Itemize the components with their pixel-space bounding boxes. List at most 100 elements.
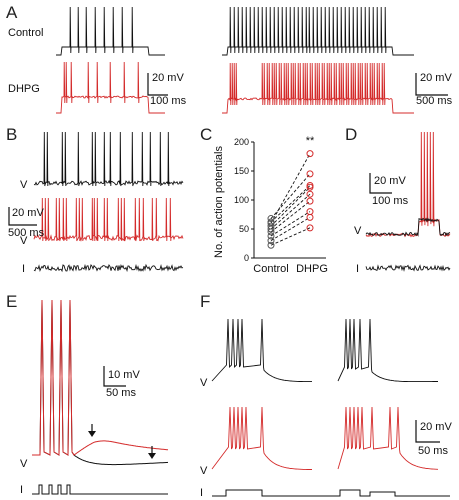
trace-e-control-line [32,299,169,466]
trace-f-dhpg-1 [211,406,312,470]
trace-f-dhpg-2 [337,406,438,470]
trace-e-dhpg-line [32,299,169,456]
arrow-e-1 [88,424,96,437]
chart-c-point-control [267,232,275,240]
chart-c-point-dhpg [306,208,314,216]
scalebar-e: 10 mV 50 ms [103,366,140,399]
scalebar-f-mv: 20 mV [420,421,452,433]
trace-e-current [32,484,168,495]
v-label-f-1: V [200,377,208,389]
scalebar-f-ms: 50 ms [418,445,448,457]
chart-c-pair-line [270,227,311,246]
arrow-e-2 [148,446,156,459]
chart-c-point-dhpg [306,224,314,232]
v-label-d: V [354,225,362,237]
trace-b-current-line [33,263,184,273]
trace-b-control [33,131,184,187]
chart-c-axis [253,142,326,259]
chart-c-point-control [267,237,275,245]
trace-d [365,131,451,238]
trace-d-control-line [365,217,451,237]
chart-c-pair-line [270,217,311,241]
scalebar-e-ms: 50 ms [106,387,136,399]
trace-b-current [33,263,184,273]
scalebar-e-mv: 10 mV [108,369,140,381]
chart-c-ytick-label: 0 [244,253,249,263]
trace-a-left-control [56,6,165,56]
chart-c-pair-line [270,211,311,237]
scalebar-a-right-mv: 20 mV [420,72,452,84]
v-label-e: V [20,458,28,470]
chart-c-xtick-control: Control [253,263,288,275]
i-label-f: I [200,487,203,499]
chart-c-lines [270,153,311,246]
chart-c-ylabel: No. of action potentials [213,146,225,258]
trace-a-right-control-line [222,6,414,56]
scalebar-a-right-ms: 500 ms [416,95,453,107]
scalebar-a-left-mv: 20 mV [152,72,184,84]
chart-c-point-dhpg [306,190,314,198]
scalebar-b-mv: 20 mV [12,207,44,219]
v-label-f-2: V [200,465,208,477]
chart-c-significance: ** [306,135,315,147]
chart-c-ticks: 0 50 100 150 200 [234,137,254,263]
control-label: Control [8,27,43,39]
trace-a-right-control [222,6,414,56]
i-label-e: I [20,484,23,496]
chart-c-point-control [267,241,275,249]
trace-b-dhpg [33,197,184,242]
trace-e [32,299,169,466]
trace-a-left-dhpg-line [56,61,165,114]
trace-a-left-dhpg [56,61,165,114]
trace-d-current-line [365,264,451,272]
chart-c-point-dhpg [306,182,314,189]
chart-c-point-dhpg [306,197,314,205]
i-label-d: I [356,263,359,275]
scalebar-b-ms: 500 ms [8,227,45,239]
chart-c-point-control [267,219,275,227]
chart-c-pair-line [270,200,311,233]
scalebar-a-left-ms: 100 ms [150,95,187,107]
v-label-b-bottom: V [20,235,28,247]
v-label-b-top: V [20,179,28,191]
panel-label-f: F [200,292,210,311]
trace-b-control-line [33,131,184,187]
trace-b-dhpg-line [33,197,184,242]
chart-c-pair-line [270,153,311,224]
panel-label-d: D [345,125,357,144]
trace-a-left-control-line [56,6,165,56]
trace-f-current [212,489,450,497]
panel-label-c: C [200,125,212,144]
panel-label-a: A [6,3,18,22]
trace-f [211,318,438,470]
chart-c-points [267,150,314,249]
scalebar-a-right: 20 mV 500 ms [415,72,453,107]
scalebar-d: 20 mV 100 ms [369,173,409,207]
trace-d-current [365,264,451,272]
trace-f-control-2 [337,318,438,383]
dhpg-label: DHPG [8,83,40,95]
chart-c: 0 50 100 150 200 No. of action potentials Co… [213,135,328,275]
trace-a-right-dhpg-line [222,62,414,114]
chart-c-point-control [267,222,275,230]
chart-c-ytick-label: 150 [234,166,249,176]
trace-f-current-line [212,489,450,497]
trace-e-current-line [32,484,168,495]
chart-c-point-control [267,215,275,223]
scalebar-d-ms: 100 ms [372,195,409,207]
chart-c-pair-line [270,185,311,223]
chart-c-ytick-label: 200 [234,137,249,147]
scalebar-f: 20 mV 50 ms [415,420,452,457]
chart-c-ytick-label: 50 [239,224,249,234]
panel-label-e: E [6,292,17,311]
chart-c-ytick-label: 100 [234,195,249,205]
chart-c-point-dhpg [306,170,314,178]
trace-a-right-dhpg [222,62,414,114]
trace-f-control-1 [211,318,312,383]
chart-c-point-dhpg [306,150,314,158]
chart-c-pair-line [270,193,311,230]
scalebar-d-mv: 20 mV [374,175,406,187]
chart-c-xtick-dhpg: DHPG [296,263,328,275]
i-label-b: I [22,263,25,275]
